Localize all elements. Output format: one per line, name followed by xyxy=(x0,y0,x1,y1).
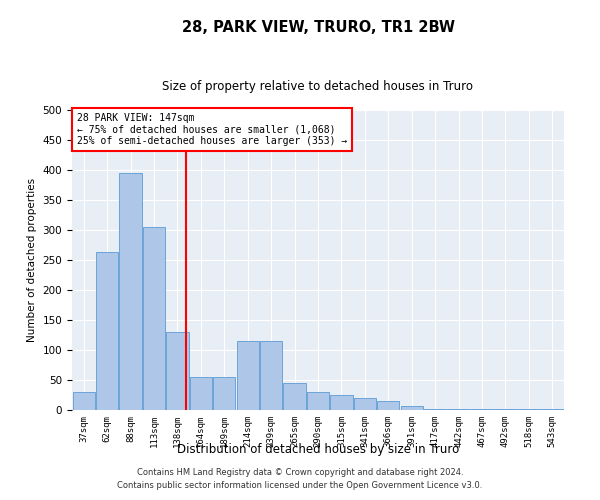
Bar xyxy=(190,377,212,410)
Y-axis label: Number of detached properties: Number of detached properties xyxy=(27,178,37,342)
Bar xyxy=(424,409,446,410)
Bar xyxy=(307,392,329,410)
Bar xyxy=(73,392,95,410)
Bar xyxy=(401,406,423,410)
Bar xyxy=(236,341,259,410)
Text: Distribution of detached houses by size in Truro: Distribution of detached houses by size … xyxy=(177,442,459,456)
Text: Contains HM Land Registry data © Crown copyright and database right 2024.
Contai: Contains HM Land Registry data © Crown c… xyxy=(118,468,482,489)
Bar xyxy=(166,332,188,410)
Text: Size of property relative to detached houses in Truro: Size of property relative to detached ho… xyxy=(163,80,473,93)
Bar xyxy=(331,395,353,410)
Bar xyxy=(143,227,165,410)
Bar xyxy=(96,252,118,410)
Bar xyxy=(354,398,376,410)
Bar xyxy=(119,173,142,410)
Bar xyxy=(283,383,305,410)
Text: 28, PARK VIEW, TRURO, TR1 2BW: 28, PARK VIEW, TRURO, TR1 2BW xyxy=(182,20,455,36)
Bar xyxy=(213,377,235,410)
Bar xyxy=(260,341,282,410)
Bar xyxy=(377,401,400,410)
Text: 28 PARK VIEW: 147sqm
← 75% of detached houses are smaller (1,068)
25% of semi-de: 28 PARK VIEW: 147sqm ← 75% of detached h… xyxy=(77,113,347,146)
